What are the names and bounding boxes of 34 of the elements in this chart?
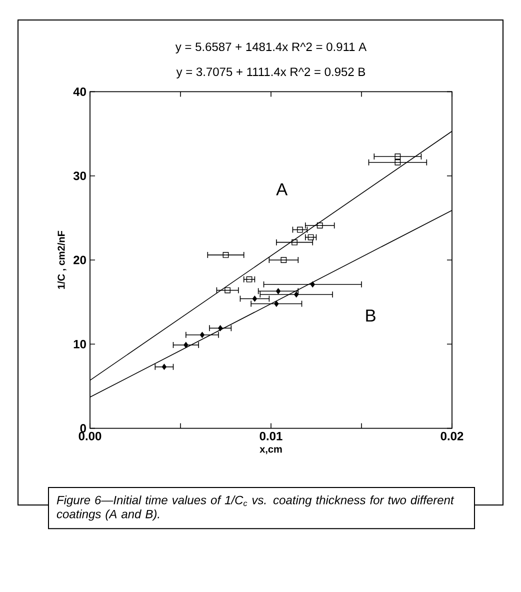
point — [222, 252, 229, 258]
annotation: A — [276, 183, 288, 196]
x-tick-label: 0.02 — [440, 432, 464, 440]
point — [246, 276, 252, 282]
x-axis-title: x,cm — [260, 447, 282, 454]
point — [224, 287, 231, 294]
point — [280, 257, 287, 263]
x-tick-label: 0.00 — [78, 432, 102, 440]
point — [316, 222, 323, 228]
point — [162, 364, 167, 370]
point — [184, 342, 188, 348]
point — [394, 159, 401, 166]
point — [297, 226, 303, 233]
point — [310, 281, 315, 288]
point — [252, 296, 258, 302]
point — [276, 288, 281, 294]
y-axis-title: 1/C , cm2/nF — [57, 230, 66, 289]
text: Figure 6—Initial time values of 1/C$_{c}$ vs. coating thickness for two different coatings (A and B). — [56, 496, 454, 521]
annotation: B — [366, 310, 376, 322]
text: y = 5.6587 + 1481.4x R^2 = 0.911 A — [175, 42, 367, 54]
point — [218, 325, 223, 332]
point — [292, 239, 298, 246]
y-tick-label: 20 — [74, 256, 86, 264]
point — [394, 154, 401, 160]
y-tick-label: 0 — [80, 424, 86, 433]
text: y = 3.7075 + 1111.4x R^2 = 0.952 B — [176, 68, 366, 78]
point — [294, 292, 299, 298]
point — [308, 234, 314, 240]
y-tick-label: 30 — [73, 172, 86, 180]
y-tick-label: 40 — [73, 87, 86, 96]
y-tick-label: 10 — [74, 340, 86, 348]
point — [200, 332, 205, 338]
point — [274, 300, 279, 307]
x-tick-label: 0.01 — [260, 432, 282, 440]
